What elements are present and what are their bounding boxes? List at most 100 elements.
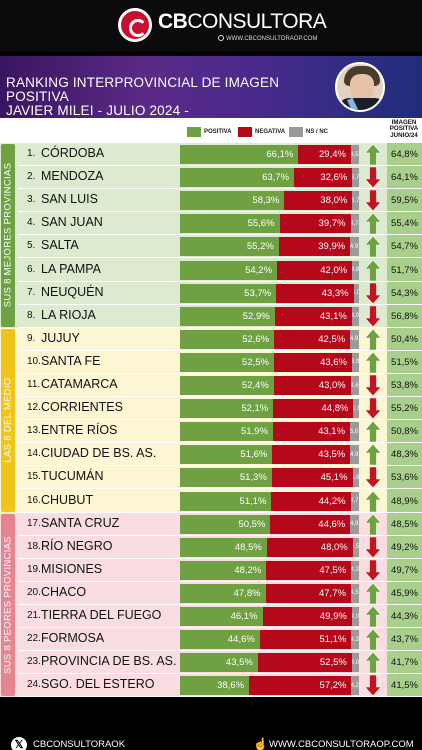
band-color-bar <box>1 144 15 327</box>
row-junio-value: 55,4% <box>391 218 418 230</box>
table-row: 12.CORRIENTES 52,1% 44,8% 3,1 55,2% <box>18 397 422 421</box>
bar-positive: 48,5% <box>180 537 267 557</box>
arrow-up-icon <box>365 144 381 165</box>
arrow-down-icon <box>365 190 381 212</box>
stacked-bar: 51,1% 44,2% 4,7 <box>180 491 359 511</box>
row-rank: 14. <box>27 448 41 460</box>
arrow-down-icon <box>365 375 381 396</box>
cb-logo-icon <box>118 8 152 42</box>
row-province: JUJUY <box>41 330 80 345</box>
bar-negative: 43,3% <box>276 283 354 303</box>
bar-ns-label: 3,9 <box>352 359 359 366</box>
row-junio-value: 41,5% <box>391 680 418 692</box>
bar-negative-label: 43,1% <box>318 426 346 438</box>
bar-positive: 50,5% <box>180 514 271 534</box>
bar-negative-label: 47,5% <box>319 564 347 576</box>
bar-negative-label: 43,6% <box>320 356 347 368</box>
row-junio-value: 50,8% <box>391 426 418 438</box>
bar-ns-label: 4,3 <box>351 636 359 643</box>
stacked-bar: 55,6% 39,7% 4,7 <box>180 214 359 234</box>
stacked-bar: 63,7% 32,6% 3,7 <box>180 168 359 188</box>
bar-ns-label: 3,1 <box>353 405 359 412</box>
bar-negative-label: 38,0% <box>320 195 348 207</box>
bar-negative: 42,5% <box>274 329 351 349</box>
bar-negative-label: 57,2% <box>319 680 347 692</box>
stacked-bar: 43,5% 52,5% 4,0 <box>180 653 359 673</box>
bar-negative: 42,0% <box>277 260 353 280</box>
arrow-down-icon <box>365 305 381 327</box>
arrow-up-icon <box>365 652 381 674</box>
bar-ns-label: 4,5 <box>350 590 359 597</box>
row-junio-value: 49,7% <box>391 564 418 576</box>
band-color-bar <box>1 328 15 512</box>
bar-negative: 43,1% <box>272 422 351 442</box>
bar-positive-label: 52,1% <box>241 403 269 415</box>
bar-negative: 38,0% <box>284 191 353 211</box>
bar-ns: 4,9 <box>350 329 359 349</box>
row-junio-value: 56,8% <box>391 310 418 322</box>
bar-positive-label: 47,8% <box>233 587 261 599</box>
table-row: 18. RÍO NEGRO 48,5% 48,0% 3,5 49,2% <box>18 536 422 559</box>
bar-negative: 45,1% <box>271 468 353 488</box>
row-junio-value: 64,1% <box>391 172 418 184</box>
bar-ns: 4,9 <box>350 237 359 257</box>
row-rank: 2. <box>27 171 36 183</box>
bar-positive: 44,6% <box>180 630 260 650</box>
stacked-bar: 47,8% 47,7% 4,5 <box>180 583 359 603</box>
legend-positive-swatch <box>187 127 201 137</box>
bar-positive-label: 48,5% <box>234 541 262 553</box>
table-row: 1. CÓRDOBA 66,1% 29,4% 4,5 64,8% <box>18 143 422 166</box>
table-row: 23. PROVINCIA DE BS. AS. 43,5% 52,5% 4,0 41,7… <box>18 651 422 675</box>
bar-negative-label: 43,1% <box>319 310 347 322</box>
bar-ns-label: 4,7 <box>350 220 359 227</box>
junio-column-background <box>387 143 422 698</box>
bar-positive-label: 48,2% <box>234 564 262 576</box>
bar-ns-label: 4,0 <box>351 313 359 320</box>
header-url: WWW.CBCONSULTORAOP.COM <box>226 36 318 42</box>
bar-negative: 44,2% <box>271 491 351 511</box>
band-label-text: SUS 8 PEORES PROVINCIAS <box>2 536 14 674</box>
footer <box>0 730 422 750</box>
table-row: 2. MENDOZA 63,7% 32,6% 3,7 64,1% <box>18 166 422 190</box>
bar-negative: 32,6% <box>294 168 353 188</box>
portrait-avatar <box>335 62 385 112</box>
row-junio-value: 55,2% <box>391 403 418 415</box>
table-row: 22. FORMOSA 44,6% 51,1% 4,3 43,7% <box>18 628 422 652</box>
bar-ns: 4,0 <box>351 607 359 626</box>
row-province: CORRIENTES <box>41 400 123 415</box>
row-junio-value: 49,2% <box>391 541 418 553</box>
row-province: SANTA FE <box>41 353 101 368</box>
bar-positive: 58,3% <box>180 191 285 211</box>
stacked-bar: 46,1% 49,9% 4,0 <box>180 607 359 626</box>
legend-negative: NEGATIVA <box>238 126 285 138</box>
arrow-down-icon <box>365 398 381 420</box>
bar-ns-label: 3,6 <box>352 474 359 481</box>
table-row: 19. MISIONES 48,2% 47,5% 4,3 49,7% <box>18 559 422 582</box>
band-label: SUS 8 MEJORES PROVINCIAS <box>1 143 15 328</box>
row-rank: 24. <box>27 679 41 691</box>
bar-positive-label: 51,9% <box>240 426 268 438</box>
table-row: 13. ENTRE RÍOS 51,9% 43,1% 5,0 50,8% <box>18 420 422 444</box>
chart-title-line1: RANKING INTERPROVINCIAL DE IMAGEN POSITI… <box>6 75 280 104</box>
row-province: FORMOSA <box>41 631 105 646</box>
bar-negative-label: 45,1% <box>320 472 348 484</box>
arrow-up-icon <box>365 213 381 235</box>
bar-ns-label: 4,9 <box>350 336 359 343</box>
bar-ns: 3,6 <box>352 468 359 488</box>
bar-positive-label: 43,5% <box>225 657 253 669</box>
stacked-bar: 53,7% 43,3% 3,0 <box>180 283 359 303</box>
table-row: 24. SGO. DEL ESTERO 38,6% 57,2% 4,2 41,5% <box>18 674 422 698</box>
legend-positive: POSITIVA <box>187 126 232 138</box>
arrow-down-icon <box>365 467 381 489</box>
table-row: 20. CHACO 47,8% 47,7% 4,5 45,9% <box>18 582 422 605</box>
table-row: 5. SALTA 55,2% 39,9% 4,9 54,7% <box>18 235 422 259</box>
bar-positive-label: 50,5% <box>238 518 266 530</box>
bar-positive-label: 38,6% <box>217 680 245 692</box>
row-rank: 18. <box>27 540 41 552</box>
row-rank: 16. <box>27 494 41 506</box>
bar-ns: 3,1 <box>353 399 359 419</box>
arrow-down-icon <box>365 675 381 697</box>
chart-title: RANKING INTERPROVINCIAL DE IMAGEN POSITI… <box>6 76 326 118</box>
bar-negative-label: 48,0% <box>320 541 348 553</box>
arrow-up-icon <box>365 606 381 627</box>
